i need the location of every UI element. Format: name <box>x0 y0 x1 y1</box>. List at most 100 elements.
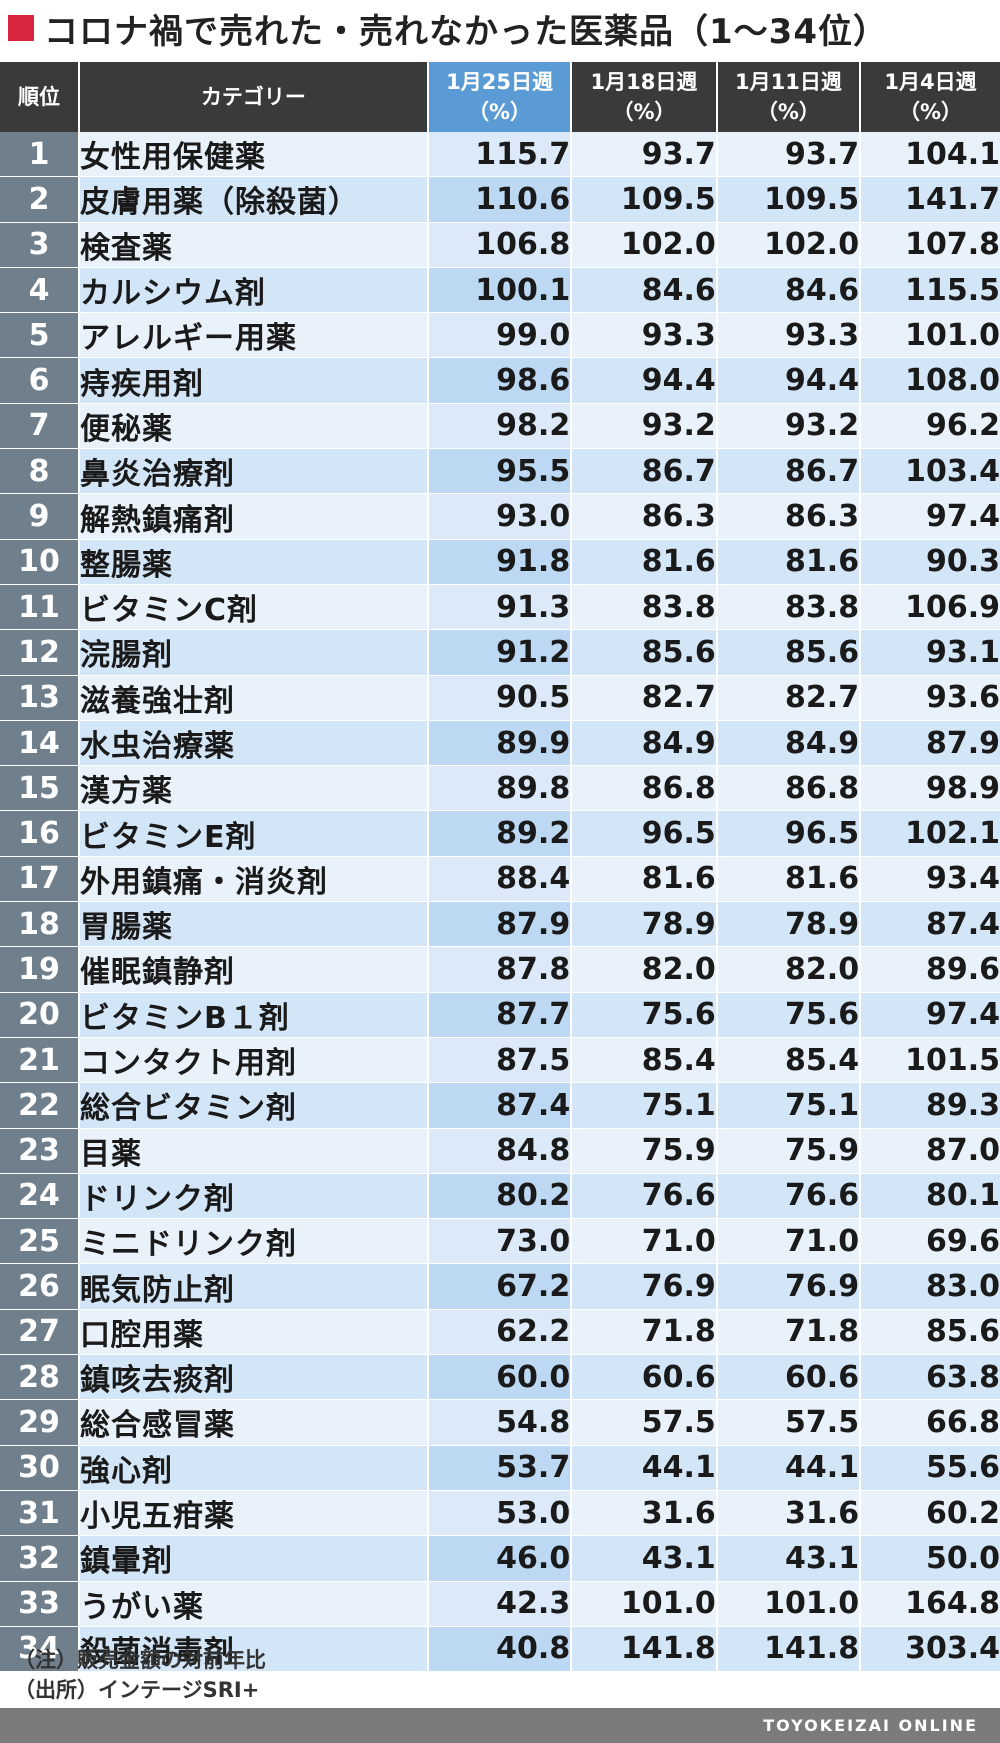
value-cell-jan18: 57.5 <box>572 1400 718 1446</box>
value-cell-jan11: 81.6 <box>717 539 862 585</box>
value-cell-jan25: 91.3 <box>428 584 573 631</box>
value-cell-jan4: 97.4 <box>861 494 1000 540</box>
source-text: （出所）インテージSRI+ <box>14 1678 260 1702</box>
table-row: 22 総合ビタミン剤 87.4 75.1 75.1 89.3 <box>0 1083 1000 1129</box>
table-row: 11 ビタミンC剤 91.3 83.8 83.8 106.9 <box>0 584 1000 631</box>
value-cell-jan11: 85.6 <box>717 630 862 676</box>
value-cell-jan18: 60.6 <box>572 1355 718 1401</box>
category-cell: 外用鎮痛・消炎剤 <box>80 856 429 903</box>
table-row: 28 鎮咳去痰剤 60.0 60.6 60.6 63.8 <box>0 1355 1000 1401</box>
value-cell-jan11: 102.0 <box>717 222 862 268</box>
value-cell-jan4: 93.1 <box>861 630 1000 676</box>
value-cell-jan25: 87.8 <box>428 947 573 993</box>
category-cell: 滋養強壮剤 <box>80 675 429 721</box>
value-cell-jan25: 89.2 <box>428 811 573 857</box>
value-cell-jan11: 84.6 <box>717 267 862 314</box>
value-cell-jan25: 46.0 <box>428 1536 573 1582</box>
rank-cell: 27 <box>0 1309 80 1356</box>
value-cell-jan4: 106.9 <box>861 584 1000 631</box>
category-cell: 鎮咳去痰剤 <box>80 1355 429 1401</box>
header-week-jan18: 1月18日週 （%） <box>572 62 718 132</box>
rank-cell: 9 <box>0 494 80 540</box>
table-row: 21 コンタクト用剤 87.5 85.4 85.4 101.5 <box>0 1037 1000 1084</box>
value-cell-jan25: 87.9 <box>428 902 573 948</box>
table-row: 34 殺菌消毒剤 40.8 141.8 141.8 303.4 <box>0 1626 1000 1673</box>
header-rank: 順位 <box>0 62 80 132</box>
value-cell-jan11: 94.4 <box>717 358 862 404</box>
category-cell: ミニドリンク剤 <box>80 1219 429 1265</box>
category-cell: 殺菌消毒剤 <box>80 1626 429 1673</box>
value-cell-jan4: 107.8 <box>861 222 1000 268</box>
table-row: 29 総合感冒薬 54.8 57.5 57.5 66.8 <box>0 1400 1000 1446</box>
value-cell-jan25: 115.7 <box>428 132 573 178</box>
value-cell-jan4: 93.4 <box>861 856 1000 903</box>
rank-cell: 15 <box>0 766 80 812</box>
value-cell-jan25: 93.0 <box>428 494 573 540</box>
value-cell-jan25: 91.8 <box>428 539 573 585</box>
value-cell-jan11: 83.8 <box>717 584 862 631</box>
value-cell-jan18: 93.3 <box>572 313 718 359</box>
value-cell-jan25: 53.7 <box>428 1445 573 1491</box>
value-cell-jan4: 87.9 <box>861 720 1000 767</box>
category-cell: 痔疾用剤 <box>80 358 429 404</box>
value-cell-jan25: 42.3 <box>428 1581 573 1627</box>
value-cell-jan11: 85.4 <box>717 1037 862 1084</box>
value-cell-jan18: 109.5 <box>572 177 718 223</box>
value-cell-jan11: 84.9 <box>717 720 862 767</box>
rank-cell: 6 <box>0 358 80 404</box>
value-cell-jan11: 109.5 <box>717 177 862 223</box>
footer-brand: TOYOKEIZAI ONLINE <box>763 1716 978 1735</box>
category-cell: 鼻炎治療剤 <box>80 449 429 495</box>
header-week-jan4: 1月4日週 （%） <box>861 62 1000 132</box>
value-cell-jan4: 108.0 <box>861 358 1000 404</box>
rank-cell: 11 <box>0 584 80 631</box>
value-cell-jan4: 80.1 <box>861 1173 1000 1220</box>
header-week-jan11: 1月11日週 （%） <box>717 62 862 132</box>
title-bar: コロナ禍で売れた・売れなかった医薬品（1〜34位） <box>0 0 1000 56</box>
value-cell-jan25: 91.2 <box>428 630 573 676</box>
value-cell-jan18: 96.5 <box>572 811 718 857</box>
value-cell-jan25: 89.8 <box>428 766 573 812</box>
value-cell-jan11: 81.6 <box>717 856 862 903</box>
category-cell: 水虫治療薬 <box>80 720 429 767</box>
value-cell-jan4: 97.4 <box>861 992 1000 1038</box>
value-cell-jan4: 141.7 <box>861 177 1000 223</box>
table-row: 1 女性用保健薬 115.7 93.7 93.7 104.1 <box>0 132 1000 178</box>
table-row: 27 口腔用薬 62.2 71.8 71.8 85.6 <box>0 1309 1000 1356</box>
value-cell-jan18: 83.8 <box>572 584 718 631</box>
table-row: 18 胃腸薬 87.9 78.9 78.9 87.4 <box>0 902 1000 948</box>
value-cell-jan18: 75.1 <box>572 1083 718 1129</box>
table-row: 13 滋養強壮剤 90.5 82.7 82.7 93.6 <box>0 675 1000 721</box>
note-text: （注）販売金額の対前年比 <box>14 1648 266 1672</box>
rank-cell: 16 <box>0 811 80 857</box>
value-cell-jan11: 78.9 <box>717 902 862 948</box>
table-row: 12 浣腸剤 91.2 85.6 85.6 93.1 <box>0 630 1000 676</box>
value-cell-jan25: 110.6 <box>428 177 573 223</box>
value-cell-jan18: 84.9 <box>572 720 718 767</box>
value-cell-jan11: 44.1 <box>717 1445 862 1491</box>
value-cell-jan25: 67.2 <box>428 1264 573 1310</box>
value-cell-jan25: 62.2 <box>428 1309 573 1356</box>
category-cell: 口腔用薬 <box>80 1309 429 1356</box>
value-cell-jan4: 104.1 <box>861 132 1000 178</box>
value-cell-jan4: 83.0 <box>861 1264 1000 1310</box>
value-cell-jan18: 141.8 <box>572 1626 718 1673</box>
value-cell-jan11: 101.0 <box>717 1581 862 1627</box>
table-row: 16 ビタミンE剤 89.2 96.5 96.5 102.1 <box>0 811 1000 857</box>
value-cell-jan4: 98.9 <box>861 766 1000 812</box>
ranking-table: 順位 カテゴリー 1月25日週 （%） 1月18日週 （%） 1月11日週 （%） 1… <box>0 62 1000 1673</box>
category-cell: 整腸薬 <box>80 539 429 585</box>
value-cell-jan18: 93.2 <box>572 403 718 450</box>
rank-cell: 26 <box>0 1264 80 1310</box>
rank-cell: 17 <box>0 856 80 903</box>
rank-cell: 5 <box>0 313 80 359</box>
rank-cell: 19 <box>0 947 80 993</box>
value-cell-jan18: 86.8 <box>572 766 718 812</box>
table-row: 19 催眠鎮静剤 87.8 82.0 82.0 89.6 <box>0 947 1000 993</box>
value-cell-jan25: 88.4 <box>428 856 573 903</box>
value-cell-jan18: 101.0 <box>572 1581 718 1627</box>
rank-cell: 29 <box>0 1400 80 1446</box>
value-cell-jan18: 75.9 <box>572 1128 718 1174</box>
value-cell-jan4: 50.0 <box>861 1536 1000 1582</box>
category-cell: 小児五疳薬 <box>80 1490 429 1537</box>
